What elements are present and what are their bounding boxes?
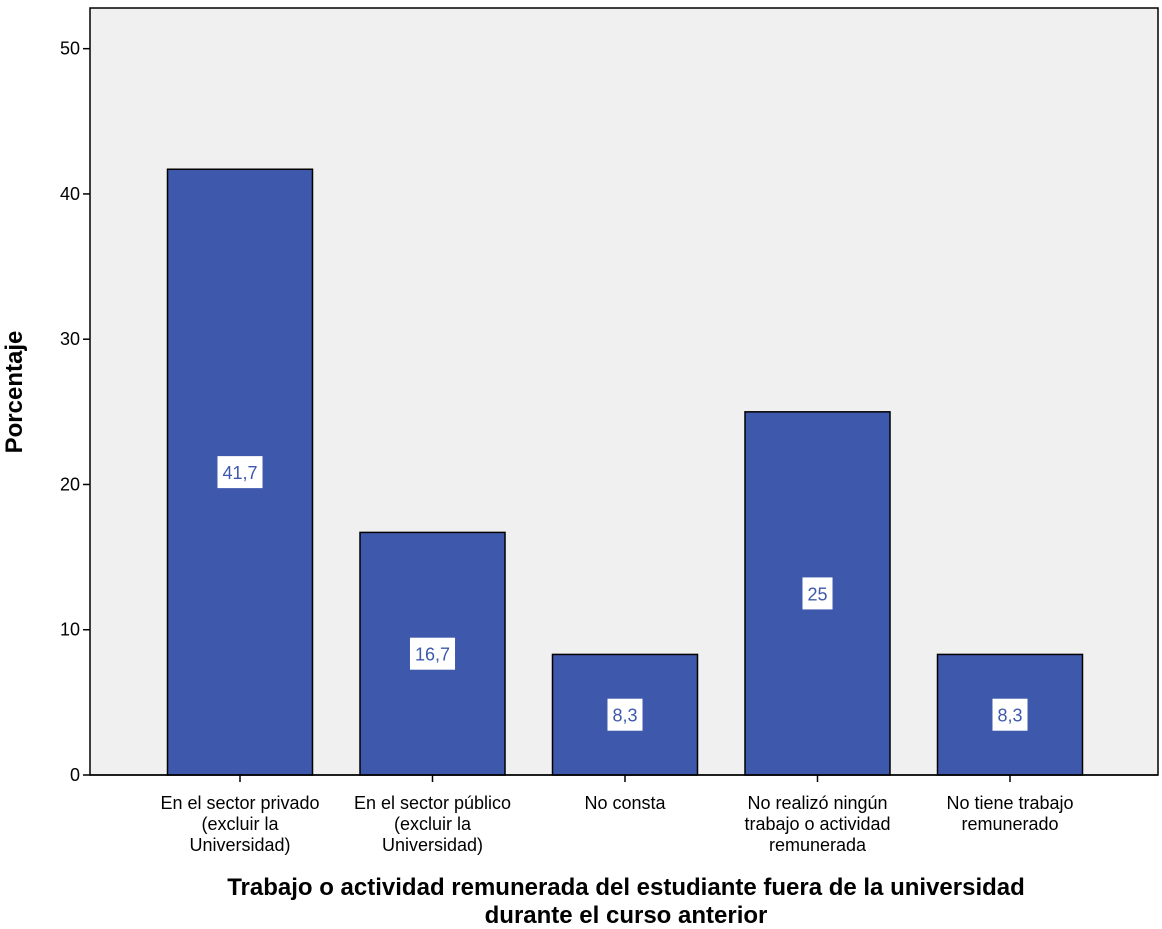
value-label-box [992,698,1028,731]
value-label: 41,7 [222,463,257,483]
y-tick-label: 20 [60,474,80,494]
y-tick-label: 40 [60,184,80,204]
y-tick-label: 0 [70,765,80,785]
x-tick-label: En el sector público [354,793,511,813]
y-axis-title: Porcentaje [1,331,28,454]
value-label-box [217,456,263,489]
value-label: 16,7 [415,645,450,665]
x-tick-label: En el sector privado [160,793,319,813]
x-tick-label: No realizó ningún [747,793,887,813]
value-label: 25 [807,584,827,604]
value-label: 8,3 [997,706,1022,726]
x-tick-label: (excluir la [394,814,472,834]
y-tick-label: 30 [60,329,80,349]
value-label-box [802,577,833,610]
x-tick-label: Universidad) [382,835,483,855]
value-label: 8,3 [612,706,637,726]
x-tick-label: (excluir la [201,814,279,834]
x-tick-label: No tiene trabajo [946,793,1073,813]
y-tick-label: 10 [60,620,80,640]
x-tick-label: Universidad) [189,835,290,855]
x-tick-label: trabajo o actividad [744,814,890,834]
value-label-box [409,637,456,670]
x-axis-title: Trabajo o actividad remunerada del estud… [227,874,1025,901]
x-tick-label: remunerado [961,814,1058,834]
x-tick-label: No consta [584,793,666,813]
value-label-box [607,698,643,731]
y-tick-label: 50 [60,39,80,59]
x-axis-title: durante el curso anterior [485,902,768,929]
x-tick-label: remunerada [769,835,867,855]
